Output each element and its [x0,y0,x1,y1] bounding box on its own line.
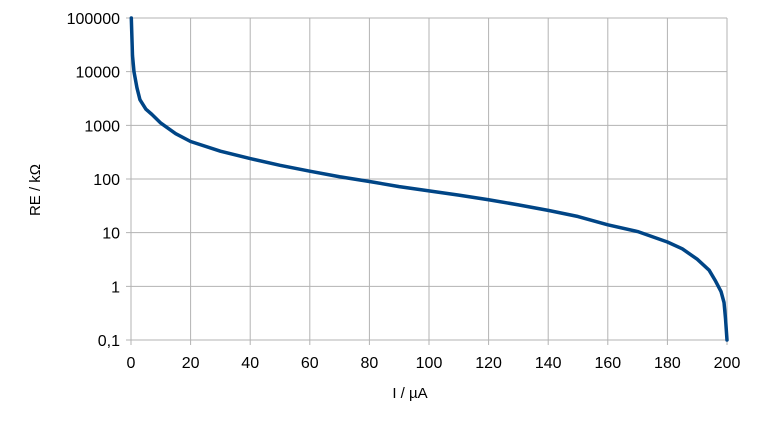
gridlines [126,17,728,345]
y-tick-label: 1000 [84,118,120,135]
x-tick-label: 120 [475,355,502,372]
x-tick-label: 20 [182,355,200,372]
x-tick-label: 160 [594,355,621,372]
x-tick-label: 100 [416,355,443,372]
y-axis-title: RE / kΩ [27,164,44,216]
y-tick-label: 1 [111,279,120,296]
y-tick-label: 10000 [76,65,121,82]
series-line [129,16,729,342]
x-axis-title: I / µA [392,385,427,402]
x-tick-label: 40 [241,355,259,372]
x-tick-label: 0 [127,355,136,372]
series-layer [129,16,729,342]
x-tick-label: 60 [301,355,319,372]
y-tick-labels: 0,1 1 10 100 1000 10000 100000 [67,11,120,350]
x-tick-labels: 0 20 40 60 80 100 120 140 160 180 200 [127,355,741,372]
y-tick-label: 100 [93,172,120,189]
x-tick-label: 180 [654,355,681,372]
y-tick-label: 100000 [67,11,120,28]
x-tick-label: 140 [535,355,562,372]
x-tick-label: 200 [714,355,741,372]
y-tick-label: 0,1 [98,333,120,350]
x-tick-label: 80 [361,355,379,372]
y-tick-label: 10 [102,226,120,243]
